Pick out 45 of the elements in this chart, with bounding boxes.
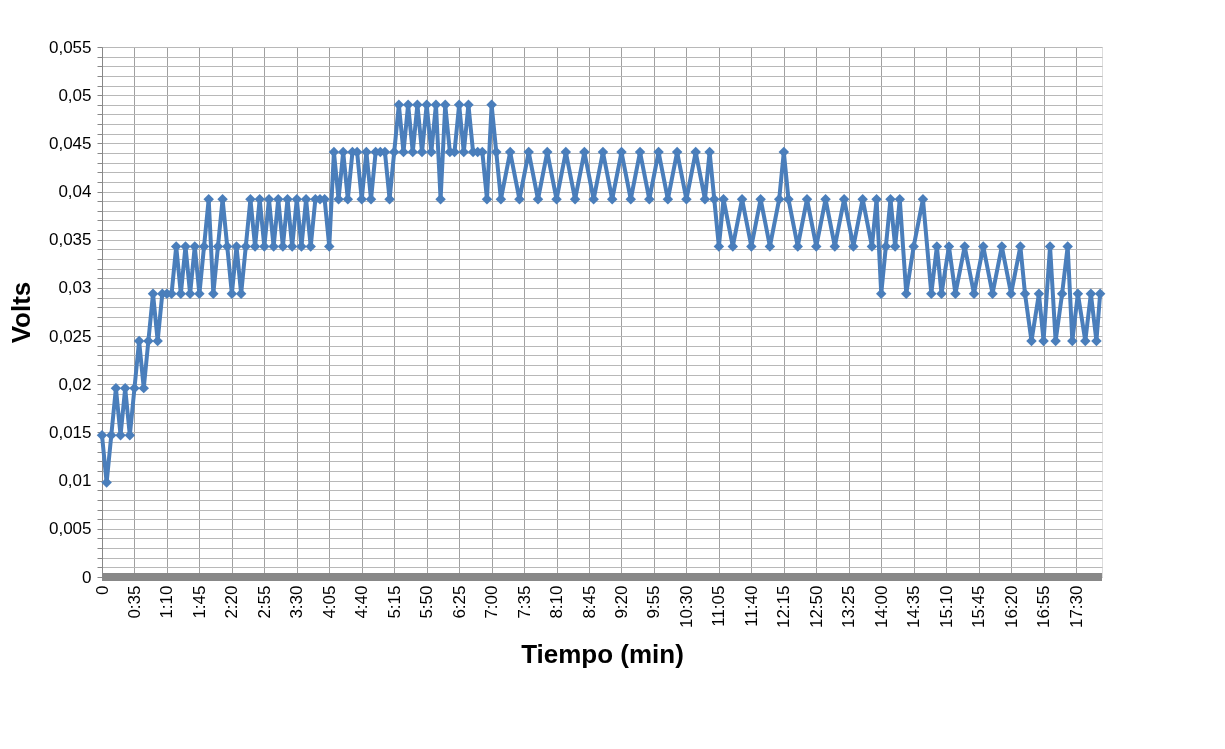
x-tick-label: 5:15	[384, 585, 404, 619]
x-tick-label: 15:10	[936, 585, 956, 629]
x-tick-label: 14:00	[871, 585, 891, 629]
x-tick-label: 12:50	[806, 585, 826, 629]
x-tick-label: 8:10	[547, 585, 567, 619]
y-tick-label: 0,04	[58, 182, 92, 202]
y-tick-label: 0,035	[48, 230, 92, 250]
y-tick-label: 0,005	[48, 519, 92, 539]
x-tick-label: 16:55	[1034, 585, 1054, 629]
x-tick-label: 0	[92, 585, 112, 595]
y-tick-label: 0,045	[48, 133, 92, 153]
x-tick-label: 8:45	[579, 585, 599, 619]
x-tick-label: 13:25	[839, 585, 859, 629]
x-tick-label: 9:55	[644, 585, 664, 619]
x-tick-label: 11:40	[741, 585, 761, 627]
x-tick-label: 14:35	[904, 585, 924, 629]
y-tick-label: 0,02	[58, 374, 92, 394]
y-tick-label: 0,03	[58, 278, 92, 298]
x-tick-label: 1:45	[189, 585, 209, 619]
x-tick-label: 1:10	[157, 585, 177, 619]
y-tick-label: 0,05	[58, 85, 92, 105]
x-tick-label: 2:20	[222, 585, 242, 619]
x-tick-label: 16:20	[1001, 585, 1021, 629]
y-tick-label: 0,055	[48, 37, 92, 57]
y-axis-title: Volts	[5, 281, 36, 344]
x-tick-label: 10:30	[676, 585, 696, 629]
x-tick-label: 7:35	[514, 585, 534, 619]
x-tick-label: 15:45	[969, 585, 989, 629]
x-tick-label: 0:35	[124, 585, 144, 619]
y-tick-label: 0,025	[48, 326, 92, 346]
x-tick-label: 9:20	[611, 585, 631, 619]
y-tick-label: 0	[82, 567, 92, 587]
y-tick-label: 0,01	[58, 471, 92, 491]
x-tick-label: 4:40	[352, 585, 372, 619]
y-tick-label: 0,015	[48, 422, 92, 442]
x-tick-label: 17:30	[1066, 585, 1086, 629]
x-tick-label: 4:05	[319, 585, 339, 619]
x-tick-label: 11:05	[709, 585, 729, 627]
x-tick-label: 2:55	[254, 585, 274, 619]
x-axis-title: Tiempo (min)	[521, 639, 684, 670]
x-tick-label: 7:00	[482, 585, 502, 619]
x-tick-label: 6:25	[449, 585, 469, 619]
x-tick-label: 3:30	[287, 585, 307, 619]
x-tick-label: 12:15	[774, 585, 794, 629]
x-tick-label: 5:50	[417, 585, 437, 619]
